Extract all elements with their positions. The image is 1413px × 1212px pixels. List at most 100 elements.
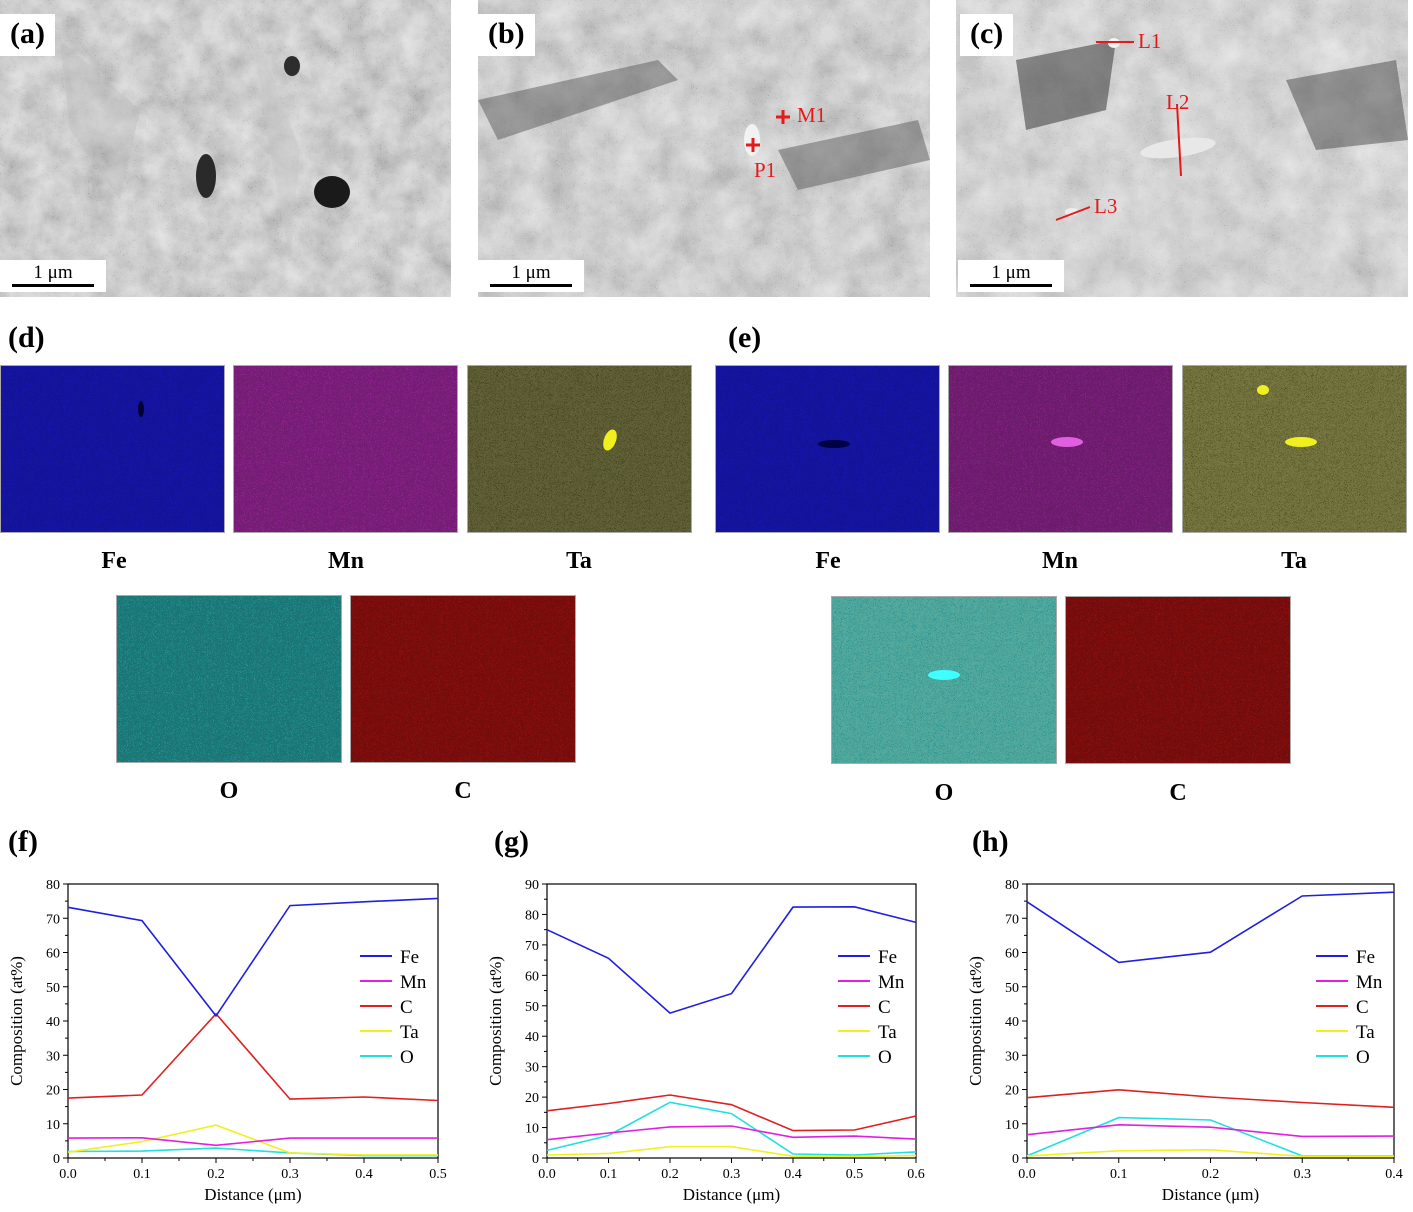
y-tick-label: 50 <box>46 981 60 996</box>
y-tick-label: 50 <box>1005 981 1019 996</box>
x-tick-label: 0.1 <box>600 1167 618 1182</box>
label-l2: L2 <box>1166 90 1190 114</box>
panel-label-a: (a) <box>0 14 55 56</box>
x-tick-label: 0.2 <box>207 1167 225 1182</box>
scale-bar-a: 1 μm <box>0 260 106 292</box>
sem-c-linescans <box>1055 41 1182 221</box>
legend-label-ta: Ta <box>878 1022 897 1043</box>
map-label-d-c: C <box>454 778 472 804</box>
legend-label-mn: Mn <box>1356 972 1383 993</box>
chart-h: 0 10 20 30 40 50 60 70 80 0.0 0.1 0.2 0.3 0.4 Distance… <box>966 878 1403 1204</box>
map-d-fe <box>0 365 225 533</box>
sem-texture-a <box>0 0 451 297</box>
map-label-e-ta: Ta <box>1281 548 1307 574</box>
legend-label-mn: Mn <box>400 972 427 993</box>
linescan-l2 <box>1176 103 1182 177</box>
map-e-fe <box>715 365 940 533</box>
map-d-ta <box>467 365 692 533</box>
panel-label-f: (f) <box>0 822 48 864</box>
series-line-c <box>1026 1088 1395 1109</box>
legend-label-c: C <box>1356 997 1369 1018</box>
map-e-o <box>831 596 1057 764</box>
sem-image-c <box>956 0 1408 297</box>
x-tick-label: 0.6 <box>907 1167 925 1182</box>
y-tick-label: 30 <box>46 1049 60 1064</box>
scale-bar-line <box>970 284 1052 287</box>
x-tick-label: 0.5 <box>846 1167 864 1182</box>
label-l3: L3 <box>1094 194 1118 218</box>
map-label-e-c: C <box>1169 780 1187 806</box>
x-tick-label: 0.1 <box>133 1167 151 1182</box>
y-tick-label: 60 <box>46 947 60 962</box>
y-tick-label: 30 <box>525 1061 539 1076</box>
panel-label-c: (c) <box>960 14 1014 56</box>
y-tick-label: 20 <box>1005 1084 1019 1099</box>
scale-bar-line <box>12 284 94 287</box>
x-tick-label: 0.2 <box>1202 1167 1220 1182</box>
y-tick-label: 0 <box>1012 1152 1019 1167</box>
chart-g: 0 10 20 30 40 50 60 70 80 90 0.0 0.1 0.2 0.3 0.4 0.5 0.6… <box>486 878 925 1204</box>
legend-label-fe: Fe <box>1356 947 1375 968</box>
y-tick-label: 40 <box>1005 1015 1019 1030</box>
x-tick-label: 0.0 <box>538 1167 556 1182</box>
x-tick-label: 0.3 <box>723 1167 741 1182</box>
x-tick-label: 0.3 <box>281 1167 299 1182</box>
legend-label-c: C <box>878 997 891 1018</box>
series-line-c <box>546 1094 917 1132</box>
map-d-o <box>116 595 342 763</box>
series-line-ta <box>546 1145 917 1158</box>
series-line-ta <box>67 1124 438 1156</box>
series-line-ta <box>1026 1148 1394 1158</box>
panel-label-b: (b) <box>478 14 535 56</box>
y-tick-label: 80 <box>525 908 539 923</box>
y-tick-label: 60 <box>1005 947 1019 962</box>
x-tick-label: 0.4 <box>1385 1167 1403 1182</box>
label-p1: P1 <box>754 158 777 182</box>
map-label-d-o: O <box>219 778 239 804</box>
legend-label-fe: Fe <box>400 947 419 968</box>
x-tick-label: 0.1 <box>1110 1167 1128 1182</box>
y-tick-label: 20 <box>525 1091 539 1106</box>
y-tick-label: 70 <box>1005 912 1019 927</box>
series-line-mn <box>1026 1123 1395 1138</box>
map-e-mn <box>948 365 1173 533</box>
series-line-mn <box>67 1136 438 1147</box>
y-tick-label: 20 <box>46 1084 60 1099</box>
series-line-mn <box>546 1125 917 1141</box>
legend-label-mn: Mn <box>878 972 905 993</box>
scale-bar-c: 1 μm <box>958 260 1064 292</box>
chart-f: 0 10 20 30 40 50 60 70 80 0.0 0.1 0.2 0.3 0.4 0.5 Dista… <box>7 878 447 1204</box>
legend-label-o: O <box>1356 1047 1370 1068</box>
series-line-c <box>67 1012 439 1102</box>
label-m1: M1 <box>797 103 827 127</box>
y-tick-label: 40 <box>525 1030 539 1045</box>
marker-p1 <box>746 138 760 152</box>
series-line-fe <box>67 897 439 1018</box>
sem-texture-c <box>956 0 1408 297</box>
y-tick-label: 0 <box>53 1152 60 1167</box>
marker-m1 <box>776 110 790 124</box>
linescan-l3 <box>1055 206 1091 221</box>
y-tick-label: 60 <box>525 969 539 984</box>
map-e-ta <box>1182 365 1407 533</box>
scale-bar-text: 1 μm <box>511 262 551 283</box>
sem-b-markers <box>746 110 790 152</box>
series-line-o <box>546 1101 917 1156</box>
sem-image-a <box>0 0 451 297</box>
panel-label-e: (e) <box>718 318 772 360</box>
scale-bar-b: 1 μm <box>478 260 584 292</box>
scale-bar-text: 1 μm <box>33 262 73 283</box>
x-axis-label: Distance (μm) <box>204 1185 301 1204</box>
map-label-e-mn: Mn <box>1042 548 1078 574</box>
panel-label-h: (h) <box>962 822 1019 864</box>
map-label-d-mn: Mn <box>328 548 364 574</box>
plot-frame <box>67 883 439 1159</box>
legend-label-ta: Ta <box>1356 1022 1375 1043</box>
plot-frame <box>546 883 917 1159</box>
y-tick-label: 50 <box>525 1000 539 1015</box>
scale-bar-line <box>490 284 572 287</box>
scale-bar-text: 1 μm <box>991 262 1031 283</box>
series-line-fe <box>1026 891 1395 964</box>
x-tick-label: 0.5 <box>429 1167 447 1182</box>
map-label-e-o: O <box>934 780 954 806</box>
